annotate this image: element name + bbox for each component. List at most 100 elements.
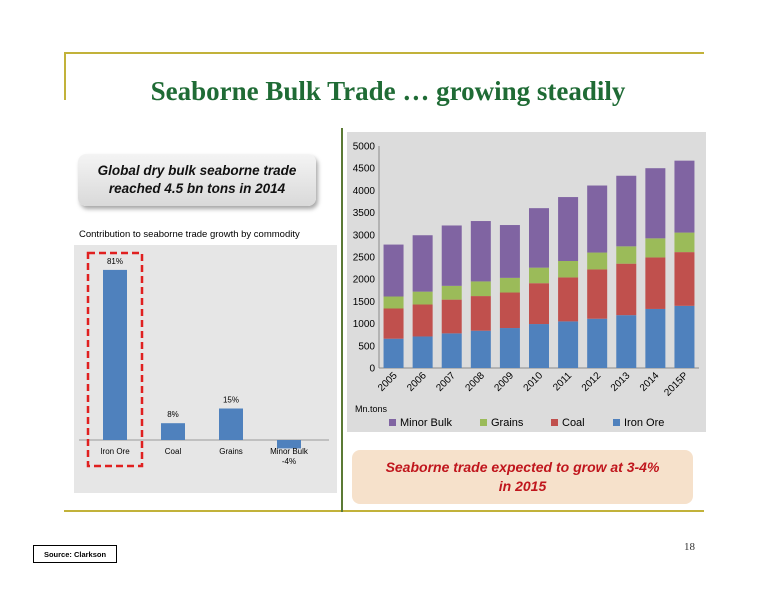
category-label: Grains [219, 447, 243, 456]
bar-grains-2009 [499, 277, 520, 293]
bar-minor-bulk-2008 [470, 221, 491, 282]
bar-grains [219, 408, 243, 440]
bar-coal-2013 [616, 263, 637, 316]
y-tick-label: 500 [358, 341, 375, 352]
legend-label: Coal [562, 417, 585, 429]
slide-title: Seaborne Bulk Trade … growing steadily [150, 76, 626, 106]
bar-minor-bulk-2011 [558, 197, 579, 261]
bar-iron-ore-2015P [674, 305, 695, 368]
bar-iron-ore-2013 [616, 315, 637, 368]
y-axis-unit-label: Mn.tons [355, 404, 388, 414]
bar-iron-ore-2006 [412, 336, 433, 368]
category-label: Iron Ore [100, 447, 130, 456]
y-tick-label: 2000 [353, 275, 376, 286]
bar-grains-2014 [645, 238, 666, 258]
bar-iron-ore [103, 269, 127, 440]
commodity-growth-chart: 81% Iron Ore 8% Coal 15% Grains -4%Minor Bulk [79, 251, 329, 468]
forecast-callout: Seaborne trade expected to grow at 3-4% … [352, 450, 693, 504]
frame-left-accent [64, 52, 66, 100]
bar-minor-bulk-2006 [412, 235, 433, 292]
bar-coal-2011 [558, 277, 579, 322]
y-tick-label: 2500 [353, 253, 376, 264]
x-tick-label: 2012 [580, 370, 604, 394]
bar-iron-ore-2009 [499, 328, 520, 368]
bar-iron-ore-2010 [529, 324, 549, 368]
bar-coal-2009 [499, 292, 520, 329]
data-label: 8% [167, 410, 179, 419]
bar-grains-2006 [412, 291, 433, 305]
x-tick-label: 2006 [405, 370, 429, 394]
bar-minor-bulk [277, 440, 301, 449]
summary-callout: Global dry bulk seaborne trade reached 4… [78, 154, 316, 206]
bar-coal-2005 [383, 308, 404, 339]
page-number: 18 [684, 541, 695, 553]
x-tick-label: 2010 [522, 370, 546, 394]
x-tick-label: 2007 [434, 370, 458, 394]
data-label: 15% [223, 396, 239, 405]
bar-iron-ore-2007 [441, 333, 462, 368]
category-label: Coal [165, 447, 182, 456]
bar-grains-2005 [383, 296, 404, 309]
bar-grains-2015P [674, 232, 695, 253]
bar-grains-2008 [470, 281, 491, 297]
bar-grains-2007 [441, 285, 462, 300]
frame-bottom-rule [64, 510, 704, 512]
legend-label: Minor Bulk [400, 417, 452, 429]
bar-grains-2010 [529, 267, 549, 284]
bar-minor-bulk-2013 [616, 175, 637, 247]
x-tick-label: 2008 [463, 370, 487, 394]
legend-swatch [480, 419, 487, 426]
bar-minor-bulk-2012 [587, 185, 608, 253]
highlight-box [86, 251, 144, 468]
y-tick-label: 1000 [353, 319, 376, 330]
data-label: 81% [107, 257, 123, 266]
bar-iron-ore-2011 [558, 321, 579, 368]
category-label: Minor Bulk [270, 447, 309, 456]
y-tick-label: 4000 [353, 186, 376, 197]
bar-grains-2012 [587, 252, 608, 270]
legend-swatch [551, 419, 558, 426]
bar-minor-bulk-2010 [529, 208, 549, 268]
left-chart-panel: 81% Iron Ore 8% Coal 15% Grains -4% Minor Bulk [74, 245, 337, 493]
bar-grains-2013 [616, 246, 637, 264]
legend-label: Grains [491, 417, 524, 429]
panel-divider [341, 128, 343, 512]
data-label: -4% [282, 457, 296, 466]
bar-minor-bulk-2014 [645, 168, 666, 239]
bar-coal-2012 [587, 269, 608, 319]
bar-coal-2007 [441, 299, 462, 334]
bar-minor-bulk-2005 [383, 244, 404, 297]
y-tick-label: 3500 [353, 208, 376, 219]
bar-coal [161, 423, 185, 440]
y-tick-label: 3000 [353, 230, 376, 241]
frame-top-rule [64, 52, 704, 54]
bar-minor-bulk-2015P [674, 160, 695, 233]
bar-iron-ore-2014 [645, 308, 666, 368]
x-tick-label: 2011 [551, 370, 574, 393]
y-tick-label: 0 [369, 364, 375, 375]
bar-coal-2015P [674, 252, 695, 306]
seaborne-trade-chart: 0 500 1000 1500 2000 2500 3000 3500 4000 4500 5000… [353, 142, 699, 429]
x-tick-label: 2015P [662, 370, 690, 398]
source-note: Source: Clarkson [33, 545, 117, 563]
bar-minor-bulk-2009 [499, 225, 520, 278]
legend-swatch [613, 419, 620, 426]
bar-iron-ore-2005 [383, 338, 404, 368]
bar-iron-ore-2008 [470, 330, 491, 368]
legend-swatch [389, 419, 396, 426]
summary-callout-text: Global dry bulk seaborne trade reached 4… [97, 163, 297, 196]
x-tick-label: 2014 [638, 370, 662, 394]
bar-coal-2006 [412, 304, 433, 337]
left-chart-title: Contribution to seaborne trade growth by… [79, 229, 300, 240]
x-tick-label: 2013 [609, 370, 633, 394]
bar-coal-2008 [470, 296, 491, 331]
x-tick-label: 2005 [376, 370, 400, 394]
bar-coal-2010 [529, 283, 549, 325]
y-tick-label: 5000 [353, 142, 376, 153]
right-chart-panel: 0 500 1000 1500 2000 2500 3000 3500 4000 4500 5000… [347, 132, 706, 432]
bar-coal-2014 [645, 257, 666, 309]
bar-minor-bulk-2007 [441, 225, 462, 286]
y-tick-label: 1500 [353, 297, 376, 308]
bar-iron-ore-2012 [587, 318, 608, 368]
forecast-callout-text: Seaborne trade expected to grow at 3-4% … [385, 459, 660, 494]
